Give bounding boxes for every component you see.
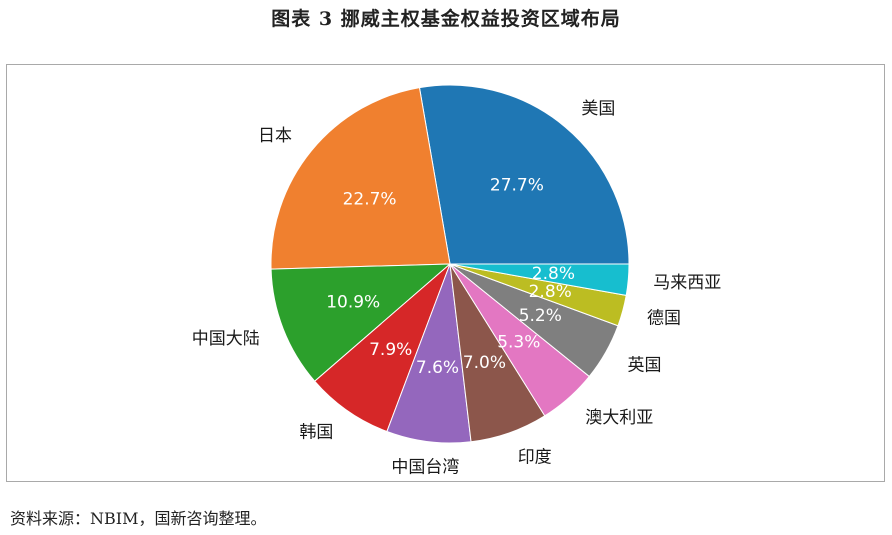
slice-value-label-8: 2.8% [529, 282, 572, 302]
slice-category-label-7: 英国 [628, 356, 662, 376]
pie-slice-9 [449, 263, 630, 296]
slice-value-label-4: 7.6% [416, 358, 459, 378]
slice-value-label-7: 5.2% [519, 306, 562, 326]
slice-category-label-6: 澳大利亚 [585, 408, 653, 428]
pie-slice-2 [270, 263, 452, 382]
pie-slice-0 [418, 84, 630, 265]
pie-slice-1 [270, 87, 451, 270]
slice-value-label-9: 2.8% [532, 264, 575, 284]
slice-category-label-3: 韩国 [299, 422, 333, 442]
slice-value-label-6: 5.3% [497, 333, 540, 353]
figure-title: 图表 3 挪威主权基金权益投资区域布局 [271, 8, 621, 30]
chart-frame: 27.7% 美国 22.7% 日本 10.9% 中国大陆 7.9% 韩国 7.6% 中国台湾 7.0… [6, 64, 885, 482]
slice-category-label-5: 印度 [518, 448, 552, 468]
pie-chart: 27.7% 美国 22.7% 日本 10.9% 中国大陆 7.9% 韩国 7.6% 中国台湾 7.0… [192, 84, 721, 478]
slice-value-label-0: 27.7% [490, 176, 544, 196]
slice-category-label-1: 日本 [258, 126, 292, 146]
slice-category-label-2: 中国大陆 [192, 329, 260, 349]
slice-value-label-3: 7.9% [369, 340, 412, 360]
slice-category-label-9: 马来西亚 [653, 273, 721, 293]
slice-category-label-0: 美国 [581, 99, 615, 119]
source-note: 资料来源：NBIM，国新咨询整理。 [10, 509, 267, 528]
slice-category-label-4: 中国台湾 [391, 458, 459, 478]
slice-value-label-1: 22.7% [343, 189, 397, 209]
slice-value-label-2: 10.9% [326, 293, 380, 313]
slice-category-label-8: 德国 [647, 308, 681, 328]
slice-value-label-5: 7.0% [463, 353, 506, 373]
